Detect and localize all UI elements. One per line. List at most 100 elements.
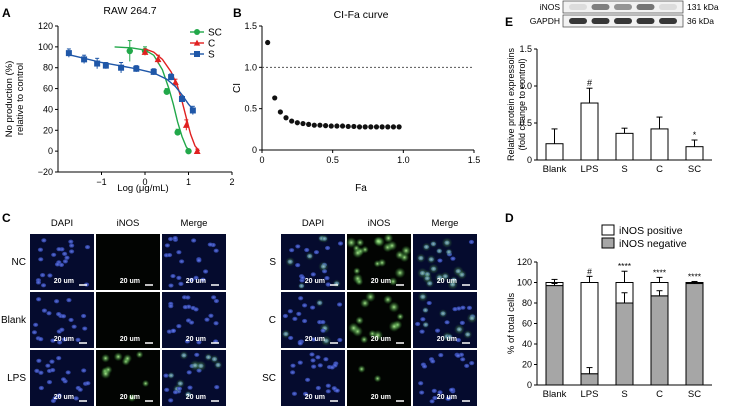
microscopy-inos-signal xyxy=(445,333,454,341)
chart-b: CI-Fa curve CI Fa 0 0.5 1.0 1.5 0 0.5 1.0 1.5 xyxy=(232,9,480,194)
microscopy-nucleus xyxy=(69,243,75,248)
microscopy-scale-label: 20 um xyxy=(305,278,325,285)
microscopy-inos-signal xyxy=(315,298,324,307)
microscopy-nucleus xyxy=(66,298,72,303)
microscopy-scale-label: 20 um xyxy=(120,336,140,343)
chart-d-bar-negative xyxy=(615,302,634,386)
chart-e-y-tick-label: 1.0 xyxy=(519,81,532,91)
microscopy-inos-signal xyxy=(318,261,329,272)
panel-letter-a: A xyxy=(2,6,11,20)
chart-b-point xyxy=(362,124,368,130)
chart-a-y-tick-label: 60 xyxy=(43,84,53,94)
microscopy-nucleus xyxy=(455,353,461,358)
chart-b-x-tick-label: 0.5 xyxy=(326,155,339,165)
microscopy-nucleus xyxy=(315,385,321,391)
microscopy-column-header: DAPI xyxy=(302,218,324,229)
chart-d-significance: **** xyxy=(618,261,632,271)
microscopy-nucleus xyxy=(50,338,56,343)
microscopy-nucleus xyxy=(188,320,195,325)
microscopy-inos-signal xyxy=(435,247,443,255)
chart-e-significance: * xyxy=(693,130,697,140)
microscopy-nucleus xyxy=(187,385,193,390)
chart-a-point xyxy=(141,48,149,55)
microscopy-nucleus xyxy=(336,302,343,307)
chart-e-ylabel-line1: Relative protein expressoins xyxy=(506,47,516,161)
chart-b-point xyxy=(328,123,334,129)
chart-a-y-tick-label: 80 xyxy=(43,63,53,73)
microscopy-nucleus xyxy=(448,387,455,393)
chart-b-point xyxy=(289,118,295,124)
microscopy-nucleus xyxy=(176,275,182,280)
chart-b-point xyxy=(368,124,374,130)
microscopy-nucleus xyxy=(302,391,309,396)
chart-d-ylabel: % of total cells xyxy=(506,293,517,354)
microscopy-inos-signal xyxy=(441,237,453,249)
microscopy-inos-signal xyxy=(452,265,464,277)
microscopy-nucleus xyxy=(60,377,67,382)
microscopy-nucleus xyxy=(56,393,62,398)
chart-b-point xyxy=(351,123,357,130)
microscopy-inos-signal xyxy=(422,273,433,284)
microscopy-nucleus xyxy=(438,353,444,358)
microscopy-nucleus xyxy=(337,241,344,246)
chart-e-category-label: C xyxy=(656,164,663,175)
microscopy-inos-signal xyxy=(352,273,363,284)
chart-e-category-label: S xyxy=(621,164,627,175)
microscopy-nucleus xyxy=(196,258,202,263)
microscopy-scale-label: 20 um xyxy=(186,336,206,343)
microscopy-nucleus xyxy=(311,337,317,342)
chart-d-legend-label: iNOS negative xyxy=(619,238,687,250)
microscopy-nucleus xyxy=(323,357,329,362)
chart-d-significance: **** xyxy=(688,271,702,281)
microscopy-nucleus xyxy=(40,272,46,278)
blot-band xyxy=(591,4,610,10)
chart-b-point xyxy=(294,120,300,126)
microscopy-nucleus xyxy=(167,236,174,242)
microscopy-nucleus xyxy=(310,305,316,310)
microscopy-inos-signal xyxy=(101,353,111,363)
microscopy-nucleus xyxy=(193,275,199,280)
microscopy-nucleus xyxy=(325,389,331,394)
microscopy-inos-signal xyxy=(434,272,445,283)
microscopy-nucleus xyxy=(188,277,195,282)
microscopy-inos-signal xyxy=(348,322,360,334)
microscopy-inos-signal xyxy=(355,316,364,325)
microscopy-nucleus xyxy=(445,396,451,401)
microscopy-nucleus xyxy=(34,368,40,373)
microscopy-inos-signal xyxy=(438,309,448,318)
blot-band xyxy=(591,18,610,24)
microscopy-inos-signal xyxy=(383,233,394,243)
microscopy-scale-label: 20 um xyxy=(371,336,391,343)
microscopy-inos-signal xyxy=(394,267,406,279)
microscopy-inos-signal xyxy=(360,335,369,344)
microscopy-scale-label: 20 um xyxy=(437,278,457,285)
chart-a-y-tick-label: −20 xyxy=(38,167,53,177)
microscopy-scale-label: 20 um xyxy=(120,394,140,401)
microscopy-nucleus xyxy=(460,357,466,362)
microscopy-nucleus xyxy=(46,311,52,316)
microscopy-inos-signal xyxy=(400,245,412,256)
microscopy-nucleus xyxy=(296,311,302,316)
panel-letter-b: B xyxy=(233,6,242,20)
chart-b-point xyxy=(379,124,385,130)
microscopy-nucleus xyxy=(297,341,303,346)
chart-a-ylabel-line1: No production (%) xyxy=(4,61,15,138)
chart-d-category-label: LPS xyxy=(581,389,599,400)
chart-b-point xyxy=(385,124,391,130)
blot-band xyxy=(569,4,587,10)
microscopy-inos-signal xyxy=(179,350,189,360)
microscopy-nucleus xyxy=(85,381,91,386)
blot-kda-label: 131 kDa xyxy=(687,2,719,12)
microscopy-nucleus xyxy=(302,303,308,308)
chart-a-curve-sc xyxy=(114,46,192,153)
microscopy-nucleus xyxy=(37,247,44,252)
microscopy-nucleus xyxy=(295,244,301,249)
chart-a-x-tick-label: 0 xyxy=(142,177,147,187)
microscopy-inos-signal xyxy=(113,352,123,362)
microscopy-nucleus xyxy=(81,313,87,319)
microscopy-nucleus xyxy=(186,370,192,375)
microscopy-nucleus xyxy=(452,307,458,312)
microscopy-nucleus xyxy=(73,396,79,401)
microscopy-nucleus xyxy=(185,295,191,300)
microscopy-nucleus xyxy=(163,373,169,378)
